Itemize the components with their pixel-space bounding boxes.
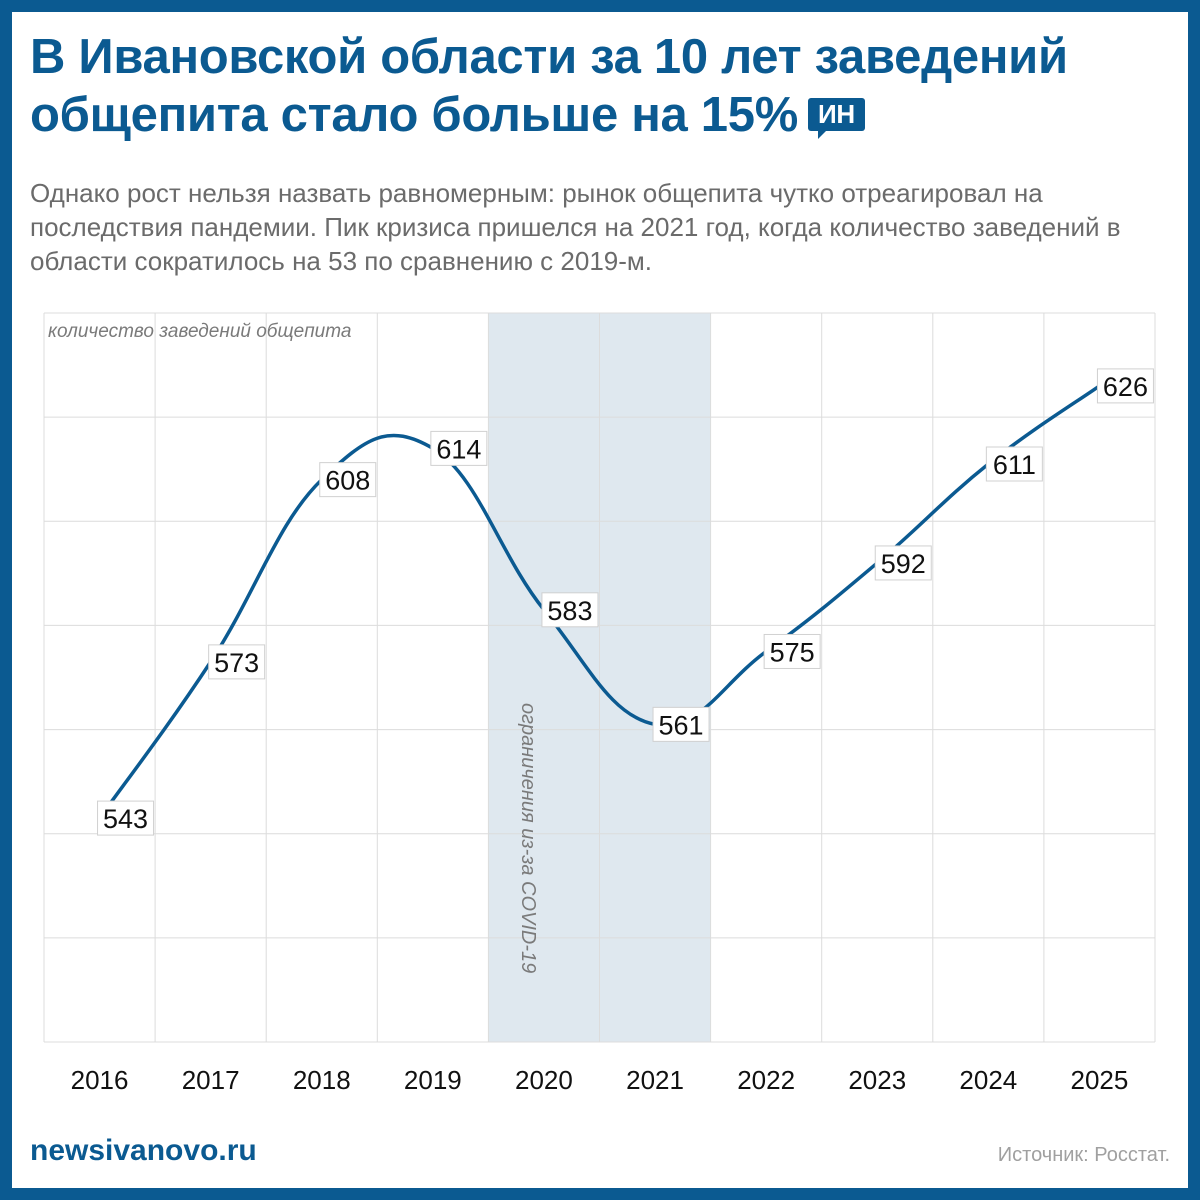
x-tick-label: 2019 <box>404 1065 462 1095</box>
data-label: 608 <box>325 466 370 496</box>
x-tick-label: 2017 <box>182 1065 240 1095</box>
title-text: В Ивановской области за 10 лет заведений… <box>30 30 1068 142</box>
covid-annotation: ограничения из-за COVID-19 <box>517 703 539 973</box>
page-title: В Ивановской области за 10 лет заведений… <box>30 28 1180 144</box>
data-label-box <box>97 800 155 836</box>
x-tick-label: 2020 <box>515 1065 573 1095</box>
x-tick-label: 2022 <box>737 1065 795 1095</box>
data-label-box <box>874 545 932 581</box>
data-label-box <box>430 430 488 466</box>
data-label: 611 <box>993 450 1036 480</box>
data-label-box <box>763 633 821 669</box>
data-label: 626 <box>1103 372 1148 402</box>
data-label: 573 <box>214 648 259 678</box>
data-label: 543 <box>103 804 148 834</box>
data-label: 583 <box>547 596 592 626</box>
data-label-box <box>208 644 266 680</box>
data-label: 561 <box>659 710 704 740</box>
site-link[interactable]: newsivanovo.ru <box>30 1134 257 1167</box>
data-label: 592 <box>881 549 926 579</box>
y-axis-label: количество заведений общепита <box>48 321 351 342</box>
subtitle: Однако рост нельзя назвать равномерным: … <box>30 178 1121 276</box>
x-tick-label: 2021 <box>626 1065 684 1095</box>
data-label-box <box>541 592 599 628</box>
source-note: Источник: Росстат. <box>997 1144 1170 1166</box>
data-label-box <box>319 462 377 498</box>
data-label-box <box>652 706 710 742</box>
logo-badge: ИН <box>807 98 865 139</box>
x-tick-label: 2023 <box>848 1065 906 1095</box>
x-tick-label: 2025 <box>1071 1065 1129 1095</box>
x-tick-label: 2018 <box>293 1065 351 1095</box>
data-label: 575 <box>770 637 815 667</box>
data-label-box <box>985 446 1043 482</box>
data-label-box <box>1096 368 1154 404</box>
x-tick-label: 2016 <box>71 1065 129 1095</box>
series-line <box>98 384 1101 820</box>
data-label: 614 <box>436 434 481 464</box>
x-tick-label: 2024 <box>959 1065 1017 1095</box>
